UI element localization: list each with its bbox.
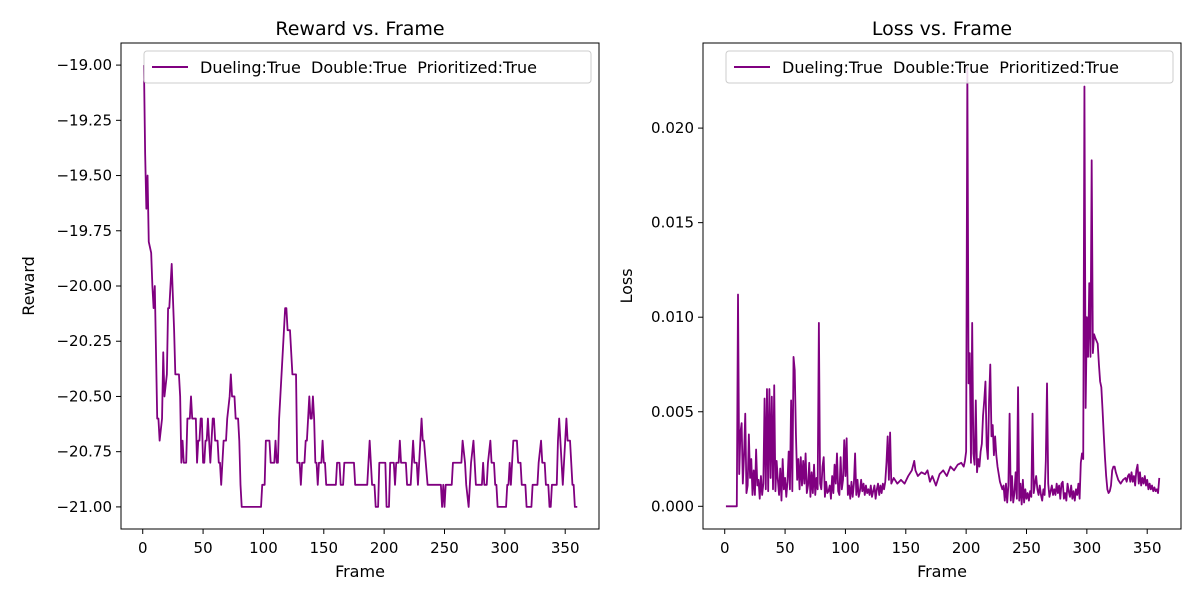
reward-y-tick-label: −20.75 [56, 443, 112, 461]
reward-axes-frame [120, 42, 600, 530]
loss-y-tick-label: 0.010 [651, 308, 694, 326]
reward-x-tick-label: 350 [551, 539, 580, 557]
loss-legend-box [725, 50, 1174, 84]
reward-x-tick-label: 200 [370, 539, 399, 557]
reward-y-axis-label: Reward [19, 256, 38, 316]
reward-legend: Dueling:True Double:True Prioritized:Tru… [143, 50, 592, 84]
reward-chart: 0 50 100 150 200 250 300 350 −19.00 −19.25 −19.50 −… [19, 18, 600, 581]
reward-x-tick-label: 50 [194, 539, 213, 557]
reward-y-tick-label: −20.50 [56, 387, 112, 405]
reward-x-axis-label: Frame [335, 562, 385, 581]
loss-legend-label: Dueling:True Double:True Prioritized:Tru… [782, 58, 1119, 77]
loss-x-tick-label: 200 [952, 539, 981, 557]
loss-x-tick-label: 150 [891, 539, 920, 557]
loss-series-line [725, 66, 1161, 508]
reward-legend-label: Dueling:True Double:True Prioritized:Tru… [200, 58, 537, 77]
loss-x-tick-label: 0 [720, 539, 730, 557]
reward-x-tick-label: 0 [138, 539, 148, 557]
loss-x-tick-label: 100 [831, 539, 860, 557]
loss-x-tick-label: 250 [1012, 539, 1041, 557]
loss-legend: Dueling:True Double:True Prioritized:Tru… [725, 50, 1174, 84]
reward-y-tick-label: −21.00 [56, 498, 112, 516]
reward-y-tick-label: −19.50 [56, 167, 112, 185]
loss-y-tick-label: 0.020 [651, 119, 694, 137]
reward-y-tick-label: −20.00 [56, 277, 112, 295]
reward-x-tick-label: 300 [491, 539, 520, 557]
reward-x-tick-label: 150 [309, 539, 338, 557]
reward-series-line [143, 65, 578, 508]
loss-y-axis-label: Loss [617, 268, 636, 303]
reward-y-tick-label: −19.00 [56, 56, 112, 74]
reward-y-tick-label: −19.75 [56, 222, 112, 240]
reward-x-tick-label: 100 [249, 539, 278, 557]
loss-x-tick-label: 300 [1073, 539, 1102, 557]
reward-chart-title: Reward vs. Frame [275, 18, 444, 40]
loss-y-tick-label: 0.005 [651, 403, 694, 421]
loss-y-tick-label: 0.000 [651, 497, 694, 515]
reward-legend-box [143, 50, 592, 84]
loss-x-tick-label: 350 [1133, 539, 1162, 557]
loss-y-tick-label: 0.015 [651, 214, 694, 232]
loss-axes-frame [702, 42, 1182, 530]
reward-x-tick-label: 250 [430, 539, 459, 557]
loss-chart-title: Loss vs. Frame [872, 18, 1012, 40]
loss-x-tick-label: 50 [776, 539, 795, 557]
loss-chart: 0 50 100 150 200 250 300 350 0.000 0.005 0.010 0.01… [617, 18, 1182, 581]
loss-x-axis-label: Frame [917, 562, 967, 581]
reward-y-tick-label: −20.25 [56, 332, 112, 350]
reward-y-tick-label: −19.25 [56, 111, 112, 129]
